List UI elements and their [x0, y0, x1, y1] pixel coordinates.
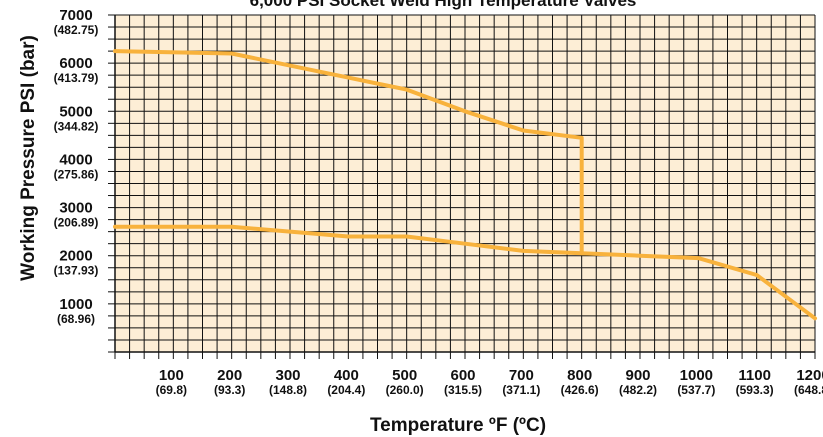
x-tick-label: 100	[159, 367, 184, 384]
x-tick-label: 1000	[680, 367, 713, 384]
x-tick-sublabel: (69.8)	[156, 383, 187, 397]
x-tick-sublabel: (537.7)	[677, 383, 715, 397]
y-tick-sublabel: (68.96)	[57, 312, 95, 326]
x-tick-sublabel: (482.2)	[619, 383, 657, 397]
y-tick-labels: 1000(68.96)2000(137.93)3000(206.89)4000(…	[54, 7, 99, 326]
series-line-2	[113, 224, 817, 321]
x-tick-sublabel: (204.4)	[327, 383, 365, 397]
y-tick-sublabel: (206.89)	[54, 216, 99, 230]
x-tick-sublabel: (148.8)	[269, 383, 307, 397]
y-tick-label: 5000	[59, 103, 92, 120]
x-tick-sublabel: (315.5)	[444, 383, 482, 397]
y-tick-label: 2000	[59, 248, 92, 265]
axes	[108, 14, 816, 359]
x-tick-label: 700	[509, 367, 534, 384]
y-tick-label: 6000	[59, 55, 92, 72]
y-tick-label: 4000	[59, 151, 92, 168]
chart-title: 6,000 PSI Socket Weld High Temperature V…	[250, 0, 637, 10]
grid	[114, 14, 816, 353]
x-axis-label: Temperature ºF (ºC)	[370, 415, 546, 436]
x-tick-labels: 100(69.8) 200(93.3) 300(148.8) 400(204.4) 50…	[156, 367, 823, 397]
y-tick-sublabel: (413.79)	[54, 71, 99, 85]
series-layer	[113, 49, 817, 321]
x-tick-label: 1100	[738, 367, 771, 384]
y-tick-sublabel: (275.86)	[54, 167, 99, 181]
x-tick-sublabel: (371.1)	[502, 383, 540, 397]
x-tick-sublabel: (648.8)	[794, 383, 823, 397]
y-tick-sublabel: (137.93)	[54, 264, 99, 278]
x-tick-sublabel: (426.6)	[561, 383, 599, 397]
y-tick-label: 7000	[59, 7, 92, 24]
x-tick-sublabel: (593.3)	[736, 383, 774, 397]
x-tick-sublabel: (93.3)	[214, 383, 245, 397]
x-tick-label: 400	[334, 367, 359, 384]
x-tick-label: 200	[217, 367, 242, 384]
x-tick-label: 1200	[796, 367, 823, 384]
y-tick-sublabel: (482.75)	[54, 23, 99, 37]
series-line-1	[113, 49, 584, 256]
x-tick-label: 800	[567, 367, 592, 384]
y-tick-label: 1000	[59, 296, 92, 313]
x-tick-sublabel: (260.0)	[386, 383, 424, 397]
x-tick-label: 600	[450, 367, 475, 384]
x-tick-label: 500	[392, 367, 417, 384]
x-tick-label: 300	[275, 367, 300, 384]
x-tick-label: 900	[625, 367, 650, 384]
y-tick-label: 3000	[59, 200, 92, 217]
y-axis-label: Working Pressure PSI (bar)	[18, 35, 39, 281]
y-tick-sublabel: (344.82)	[54, 119, 99, 133]
